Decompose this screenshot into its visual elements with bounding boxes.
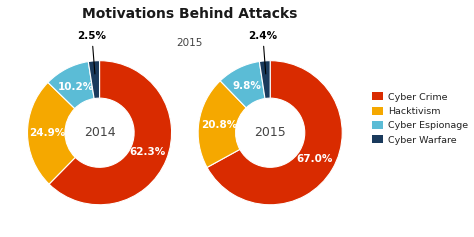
Wedge shape xyxy=(198,81,246,167)
Wedge shape xyxy=(49,61,172,205)
Wedge shape xyxy=(88,61,100,99)
Text: 10.2%: 10.2% xyxy=(57,82,94,92)
Text: 2.4%: 2.4% xyxy=(248,31,277,74)
Text: 2015: 2015 xyxy=(255,126,286,139)
Text: 67.0%: 67.0% xyxy=(297,154,333,164)
Text: 62.3%: 62.3% xyxy=(129,147,166,157)
Wedge shape xyxy=(27,82,75,184)
Wedge shape xyxy=(259,61,270,99)
Text: 20.8%: 20.8% xyxy=(201,120,237,130)
Text: 9.8%: 9.8% xyxy=(233,81,262,91)
Text: 2.5%: 2.5% xyxy=(77,31,106,74)
Wedge shape xyxy=(220,61,265,108)
Wedge shape xyxy=(48,62,94,109)
Text: Motivations Behind Attacks: Motivations Behind Attacks xyxy=(82,7,297,21)
Text: 2015: 2015 xyxy=(176,38,203,48)
Wedge shape xyxy=(207,61,342,205)
Text: 2014: 2014 xyxy=(84,126,115,139)
Legend: Cyber Crime, Hacktivism, Cyber Espionage, Cyber Warfare: Cyber Crime, Hacktivism, Cyber Espionage… xyxy=(372,92,468,145)
Text: 24.9%: 24.9% xyxy=(29,128,66,138)
